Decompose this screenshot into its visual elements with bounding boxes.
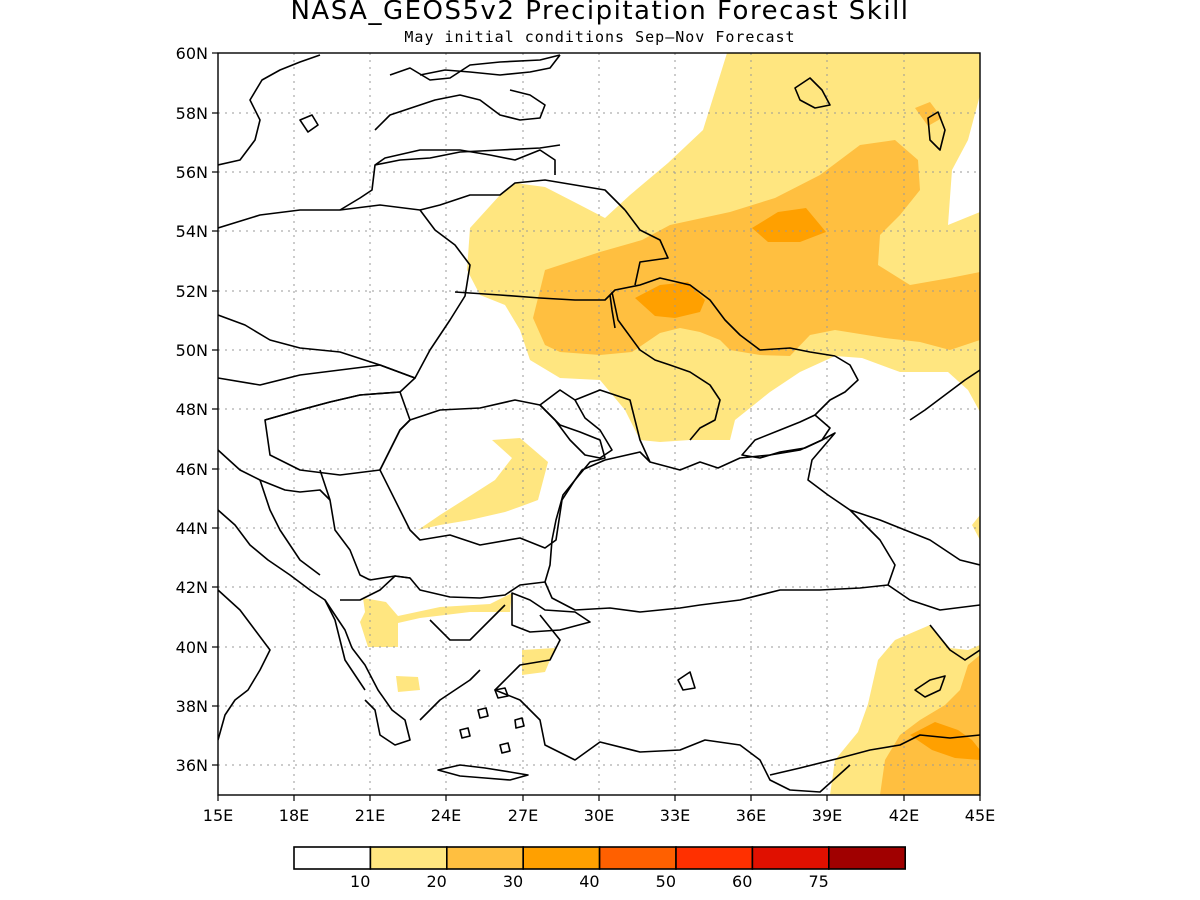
map-subtitle: May initial conditions Sep–Nov Forecast xyxy=(404,28,796,46)
lat-tick-label: 44N xyxy=(176,519,208,538)
colorbar-swatch xyxy=(445,846,524,870)
gotland xyxy=(299,114,319,133)
belarus-russia-border xyxy=(624,209,669,286)
lat-tick-label: 52N xyxy=(176,282,208,301)
lon-tick-label: 39E xyxy=(812,806,842,825)
lon-tick-label: 36E xyxy=(736,806,766,825)
skill-area-islands xyxy=(396,676,420,692)
greece-coast xyxy=(351,604,506,746)
skill-area-balkans xyxy=(418,438,548,530)
colorbar-label: 50 xyxy=(656,872,676,891)
colorbar-swatch xyxy=(675,846,754,870)
volga-river xyxy=(909,369,980,421)
latitude-labels: 36N 38N 40N 42N 44N 46N 48N 50N 52N 54N … xyxy=(176,44,208,775)
rybinsk-reservoir xyxy=(927,111,946,151)
lat-tick-label: 48N xyxy=(176,400,208,419)
lithuania-belarus-border xyxy=(419,179,626,211)
lon-tick-label: 45E xyxy=(965,806,995,825)
graticule xyxy=(218,53,980,795)
ukraine-south-border xyxy=(574,389,651,463)
belarus-ukraine-border xyxy=(454,277,836,357)
lon-tick-label: 21E xyxy=(355,806,385,825)
georgia-border xyxy=(887,584,980,611)
italy-coast xyxy=(218,589,271,741)
black-sea-coast xyxy=(544,432,896,613)
bug-river xyxy=(609,294,616,329)
longitude-labels: 15E 18E 21E 24E 27E 30E 33E 36E 39E 42E … xyxy=(203,806,995,825)
colorbar-label: 10 xyxy=(350,872,370,891)
colorbar: 10 20 30 40 50 60 75 xyxy=(293,846,906,891)
hungary-border xyxy=(264,391,411,476)
skill-area-core-2 xyxy=(752,208,826,242)
colorbar-label: 20 xyxy=(426,872,446,891)
moldova-border xyxy=(539,389,613,459)
lon-tick-label: 24E xyxy=(431,806,461,825)
skill-area-core-3 xyxy=(910,722,980,760)
lat-tick-label: 56N xyxy=(176,163,208,182)
lat-tick-label: 54N xyxy=(176,222,208,241)
croatia-border xyxy=(218,449,331,501)
lat-tick-label: 38N xyxy=(176,697,208,716)
lon-tick-label: 27E xyxy=(508,806,538,825)
colorbar-label: 40 xyxy=(579,872,599,891)
marmara-coast xyxy=(511,592,591,633)
aegean-islands xyxy=(459,687,525,754)
dnieper-river xyxy=(611,291,721,441)
bosnia-border xyxy=(259,479,321,576)
colorbar-swatch xyxy=(751,846,830,870)
macedonia-border xyxy=(340,575,411,601)
finland-coast xyxy=(389,54,561,81)
lat-tick-label: 42N xyxy=(176,578,208,597)
lat-tick-label: 36N xyxy=(176,756,208,775)
lon-tick-label: 15E xyxy=(203,806,233,825)
skill-shading xyxy=(360,53,980,795)
colorbar-swatch xyxy=(369,846,448,870)
anatolia-coast xyxy=(494,614,851,793)
lat-tick-label: 60N xyxy=(176,44,208,63)
colorbar-label: 75 xyxy=(808,872,828,891)
lon-tick-label: 30E xyxy=(584,806,614,825)
colorbar-label: 60 xyxy=(732,872,752,891)
lon-tick-label: 18E xyxy=(279,806,309,825)
estonia-coast xyxy=(419,54,561,76)
colorbar-swatch xyxy=(827,846,906,870)
lat-tick-label: 50N xyxy=(176,341,208,360)
lake-ladoga-area xyxy=(794,77,831,109)
lat-tick-label: 40N xyxy=(176,638,208,657)
colorbar-swatch xyxy=(293,846,372,870)
ukraine-russia-border xyxy=(814,355,859,416)
serbia-border xyxy=(319,469,371,581)
slovakia-border xyxy=(218,364,416,421)
lon-tick-label: 42E xyxy=(889,806,919,825)
gulf-of-riga xyxy=(374,89,546,131)
skill-area-ne-patch xyxy=(915,102,942,126)
scandinavia-coast xyxy=(218,54,321,166)
turkey-south-border xyxy=(769,734,980,776)
lat-tick-label: 46N xyxy=(176,460,208,479)
latvia-border xyxy=(374,144,561,166)
axis-ticks xyxy=(212,52,981,801)
caucasus-border xyxy=(849,509,980,566)
adriatic-coast xyxy=(218,509,366,691)
skill-area-greece xyxy=(360,593,512,647)
lat-tick-label: 58N xyxy=(176,104,208,123)
coastlines-borders xyxy=(218,54,980,793)
lon-tick-label: 33E xyxy=(660,806,690,825)
colorbar-label: 30 xyxy=(503,872,523,891)
armenia-border xyxy=(929,624,980,661)
albania-border xyxy=(324,599,353,649)
map-title: NASA_GEOS5v2 Precipitation Forecast Skil… xyxy=(290,0,910,26)
azov-sea-coast xyxy=(741,414,831,459)
crete xyxy=(437,764,529,781)
lake-van xyxy=(914,675,946,698)
colorbar-swatch xyxy=(522,846,601,870)
baltic-borders xyxy=(339,149,556,211)
colorbar-swatch xyxy=(598,846,677,870)
lake-tuz xyxy=(677,671,696,691)
romania-border xyxy=(379,399,606,549)
